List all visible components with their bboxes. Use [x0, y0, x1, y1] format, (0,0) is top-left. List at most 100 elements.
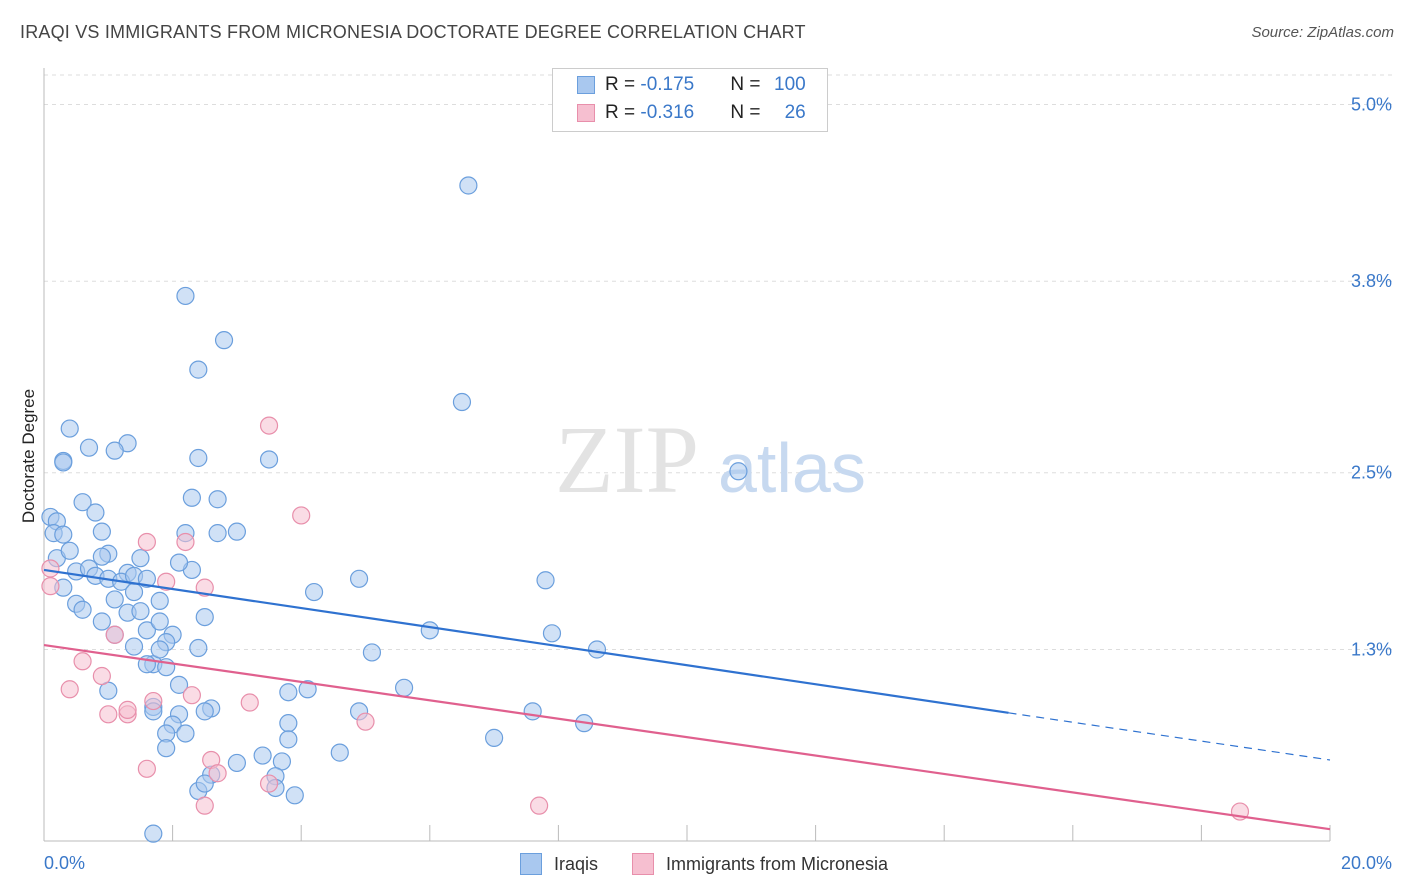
iraqis-point: [420, 621, 439, 640]
iraqis-point: [105, 441, 124, 460]
iraqis-point: [285, 786, 304, 805]
iraqis-point: [92, 522, 111, 541]
iraqis-point: [523, 702, 542, 721]
iraqis-point: [394, 678, 414, 697]
micronesia-point: [240, 693, 259, 712]
micronesia-point: [208, 764, 227, 783]
iraqis-point: [124, 582, 144, 602]
grid-lines: [44, 74, 1392, 650]
micronesia-point: [259, 416, 279, 435]
iraqis-point: [124, 637, 144, 656]
iraqis-point: [459, 176, 478, 195]
legend-r-value: -0.175: [640, 74, 695, 95]
iraqis-point: [60, 419, 79, 438]
legend-row-iraqis: R = -0.175 N = 100: [577, 73, 806, 97]
iraqis-point: [54, 453, 73, 472]
micronesia-point: [182, 686, 201, 705]
micronesia-point: [292, 506, 311, 525]
micronesia-trend-line: [43, 643, 1331, 831]
iraqis-point: [195, 774, 214, 793]
iraqis-point: [195, 702, 214, 721]
y-tick-label: 3.8%: [1351, 271, 1392, 291]
iraqis-point: [137, 569, 156, 588]
iraqis-point: [227, 753, 246, 773]
iraqis-point: [182, 488, 201, 507]
iraqis-point: [86, 503, 105, 522]
iraqis-point: [253, 746, 272, 765]
micronesia-point: [259, 774, 279, 793]
iraqis-point: [169, 553, 189, 572]
micronesia-points: [41, 416, 1250, 821]
x-tick-labels: 0.0% 20.0%: [44, 853, 1392, 873]
iraqis-trend-extension: [1008, 712, 1331, 761]
x-tick-label: 20.0%: [1341, 853, 1392, 873]
legend-n-value: 26: [784, 102, 806, 123]
axes: [43, 68, 1331, 842]
iraqis-point: [79, 438, 99, 457]
x-tick-label: 0.0%: [44, 853, 85, 873]
y-tick-label: 2.5%: [1351, 463, 1392, 483]
micronesia-point: [99, 705, 118, 724]
iraqis-point: [131, 549, 150, 568]
chart-title: IRAQI VS IMMIGRANTS FROM MICRONESIA DOCT…: [20, 22, 806, 42]
micronesia-point: [92, 666, 111, 686]
iraqis-point: [279, 683, 298, 702]
legend-r-label: R =: [605, 102, 641, 123]
micronesia-point: [118, 700, 137, 719]
micronesia-point: [137, 759, 156, 778]
iraqis-point: [73, 493, 92, 512]
iraqis-point: [92, 547, 111, 566]
iraqis-point: [214, 331, 234, 350]
iraqis-point: [189, 638, 208, 658]
iraqis-point: [73, 600, 92, 619]
iraqis-point: [169, 675, 189, 694]
iraqis-point: [157, 739, 176, 758]
iraqis-point: [279, 730, 298, 749]
iraqis-point: [485, 728, 504, 747]
micronesia-point: [176, 532, 195, 552]
bottom-legend-swatch-blue: [520, 853, 542, 875]
iraqis-point: [150, 591, 169, 610]
legend-row-micronesia: R = -0.316 N = 26: [577, 101, 806, 125]
iraqis-point: [150, 640, 169, 659]
iraqis-point: [362, 643, 382, 662]
bottom-legend-swatch-pink: [632, 853, 654, 875]
iraqis-point: [279, 714, 298, 733]
iraqis-point: [195, 607, 214, 627]
iraqis-point: [452, 392, 472, 412]
iraqis-point: [208, 490, 227, 509]
micronesia-point: [60, 680, 79, 699]
iraqis-point: [105, 590, 124, 609]
iraqis-point: [131, 602, 150, 621]
iraqis-point: [298, 680, 317, 699]
iraqis-trend-line: [43, 568, 1009, 714]
micronesia-point: [73, 652, 92, 671]
iraqis-point: [587, 640, 607, 659]
watermark: ZIP atlas: [555, 406, 866, 513]
micronesia-point: [41, 559, 60, 578]
micronesia-point: [195, 578, 214, 597]
iraqis-point: [144, 824, 163, 843]
micronesia-point: [195, 796, 214, 815]
iraqis-point: [137, 621, 156, 640]
iraqis-point: [729, 462, 748, 481]
bottom-legend-micronesia: Immigrants from Micronesia: [632, 852, 888, 876]
correlation-legend: R = -0.175 N = 100 R = -0.316 N = 26: [552, 68, 828, 132]
legend-r-label: R =: [605, 74, 641, 95]
iraqis-point: [259, 450, 279, 469]
source-label: Source: ZipAtlas.com: [1251, 24, 1394, 41]
micronesia-point: [530, 796, 549, 815]
watermark-zip: ZIP: [555, 406, 699, 513]
micronesia-point: [105, 625, 124, 644]
legend-swatch-pink: [577, 104, 595, 122]
iraqis-point: [189, 448, 208, 468]
legend-n-value: 100: [774, 74, 806, 95]
legend-r-value: -0.316: [640, 102, 695, 123]
iraqis-point: [60, 541, 79, 560]
iraqis-point: [227, 522, 246, 541]
micronesia-point: [41, 577, 60, 596]
iraqis-point: [176, 286, 195, 306]
y-tick-label: 1.3%: [1351, 640, 1392, 660]
bottom-legend-label-iraqis: Iraqis: [554, 853, 599, 874]
